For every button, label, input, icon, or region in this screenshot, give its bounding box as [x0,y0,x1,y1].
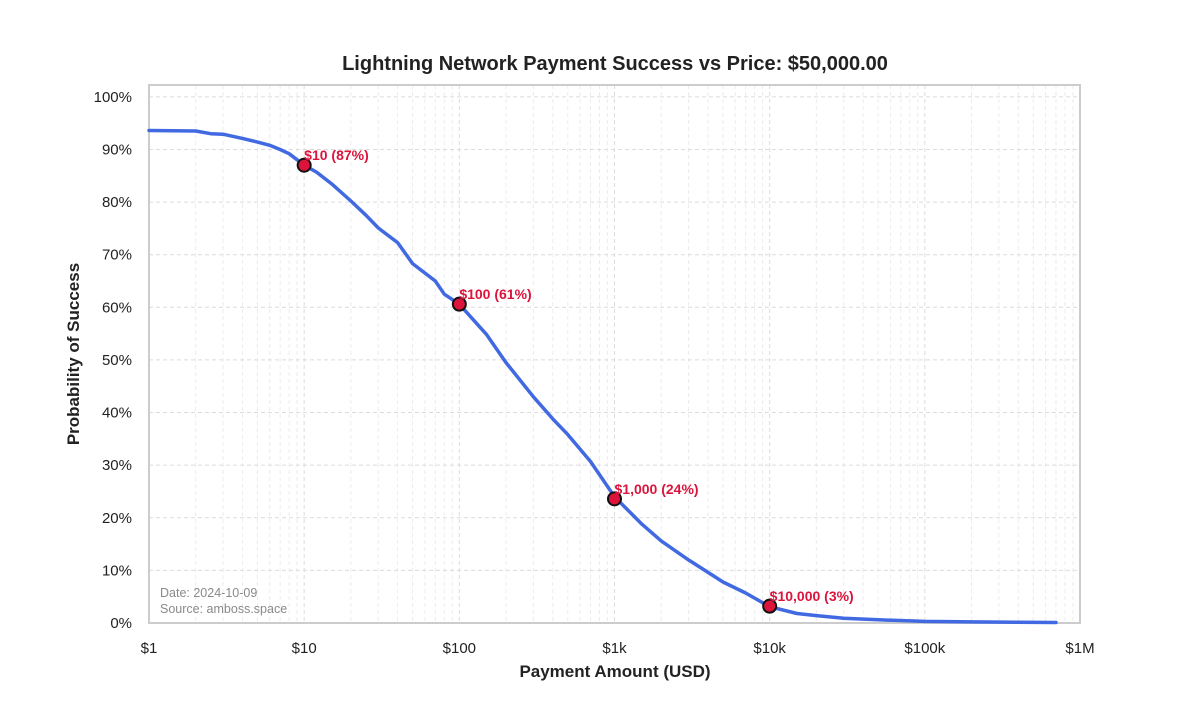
y-tick-label: 90% [102,141,132,158]
y-axis-label: Probability of Success [64,263,83,445]
y-axis: 0% 10% 20% 30% 40% 50% 60% 70% 80% 90% 100% [94,89,132,632]
x-tick-label: $10k [753,640,786,657]
markers: $10 (87%) $100 (61%) $1,000 (24%) $10,000 (… [296,147,854,614]
x-tick-label: $100k [904,640,945,657]
y-tick-label: 80% [102,194,132,211]
marker-label: $10 (87%) [304,147,369,163]
marker-point [762,598,778,614]
plot-frame [148,84,1081,624]
x-axis-label: Payment Amount (USD) [519,662,710,681]
x-tick-label: $1M [1065,640,1094,657]
y-tick-label: 0% [110,615,132,632]
marker-label: $10,000 (3%) [770,588,854,604]
y-tick-label: 30% [102,457,132,474]
x-tick-label: $1 [141,640,158,657]
x-axis: $1 $10 $100 $1k $10k $100k $1M [141,640,1095,657]
y-tick-label: 40% [102,405,132,422]
chart-title: Lightning Network Payment Success vs Pri… [342,53,888,75]
grid [148,85,1080,624]
y-tick-label: 50% [102,352,132,369]
y-tick-label: 100% [94,89,132,106]
y-tick-label: 20% [102,510,132,527]
success-curve [147,128,1058,625]
marker-point [296,157,312,173]
y-tick-label: 70% [102,247,132,264]
marker-label: $1,000 (24%) [615,481,699,497]
date-note: Date: 2024-10-09 [160,586,257,600]
x-tick-label: $100 [443,640,476,657]
marker-label: $100 (61%) [459,286,531,302]
y-tick-label: 10% [102,562,132,579]
y-tick-label: 60% [102,299,132,316]
x-tick-label: $1k [602,640,627,657]
marker-point [607,491,622,507]
marker-point [451,296,467,312]
x-tick-label: $10 [292,640,317,657]
source-note: Source: amboss.space [160,602,287,616]
